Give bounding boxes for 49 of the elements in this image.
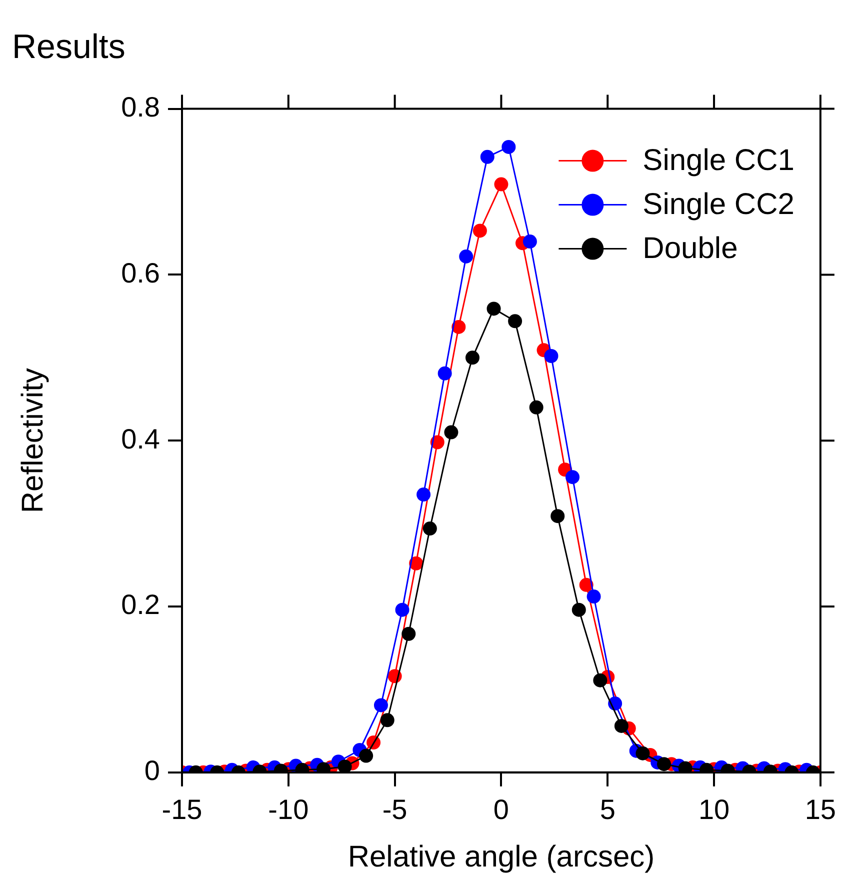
point xyxy=(522,234,537,249)
x-tick-label: -10 xyxy=(268,794,309,825)
point xyxy=(402,626,416,641)
point xyxy=(359,748,374,763)
point xyxy=(657,757,672,772)
point xyxy=(544,348,558,363)
point xyxy=(444,425,458,440)
point xyxy=(422,522,437,536)
point xyxy=(338,760,352,772)
legend-label: Double xyxy=(642,232,738,266)
point xyxy=(566,470,580,484)
point xyxy=(438,366,452,380)
x-tick-label: 15 xyxy=(804,794,836,825)
point xyxy=(465,350,480,365)
y-axis-title: Reflectivity xyxy=(16,368,50,514)
x-tick-label: -5 xyxy=(382,794,408,825)
x-tick-label: 10 xyxy=(698,794,730,825)
point xyxy=(374,698,388,712)
point xyxy=(529,400,544,414)
y-tick-label: 0.4 xyxy=(121,423,160,454)
legend-label: Single CC1 xyxy=(642,144,794,178)
point xyxy=(572,602,586,617)
point xyxy=(586,590,601,604)
y-tick-label: 0.2 xyxy=(121,589,160,620)
y-tick-label: 0.8 xyxy=(121,92,160,123)
y-tick-label: 0 xyxy=(144,755,160,786)
point xyxy=(579,578,594,592)
point xyxy=(486,302,501,316)
point xyxy=(502,140,516,154)
x-axis-title: Relative angle (arcsec) xyxy=(348,840,655,874)
point xyxy=(614,718,628,733)
chart-title: Results xyxy=(12,28,126,66)
legend-label: Single CC2 xyxy=(642,188,794,222)
point xyxy=(395,602,410,617)
point xyxy=(550,509,565,524)
y-tick-label: 0.6 xyxy=(121,257,160,288)
point xyxy=(452,320,466,334)
x-tick-label: 5 xyxy=(600,794,616,825)
point xyxy=(480,150,494,164)
point xyxy=(593,673,608,688)
point xyxy=(416,488,431,502)
point xyxy=(508,314,522,328)
point xyxy=(459,249,474,264)
x-tick-label: 0 xyxy=(493,794,510,825)
point xyxy=(472,224,487,238)
point xyxy=(636,746,650,760)
point xyxy=(380,713,394,728)
x-tick-label: -15 xyxy=(162,794,202,825)
point xyxy=(494,177,508,192)
